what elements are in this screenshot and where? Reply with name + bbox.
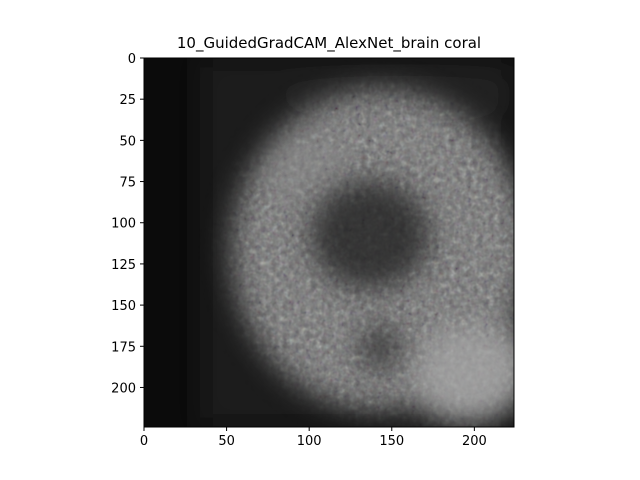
y-tick-label: 0 [128,52,136,67]
x-tick-label: 150 [379,434,404,449]
y-tick-label: 100 [111,217,136,232]
y-tick-label: 175 [111,340,136,355]
y-axis: 0 25 50 75 100 125 150 175 200 [111,52,144,396]
y-tick-label: 75 [119,176,136,191]
axes-frame [143,57,515,428]
y-tick-label: 50 [119,134,136,149]
x-tick-label: 200 [462,434,487,449]
chart-title: 10_GuidedGradCAM_AlexNet_brain coral [177,34,481,53]
x-tick-label: 50 [218,434,235,449]
y-tick-label: 150 [111,299,136,314]
y-tick-label: 125 [111,258,136,273]
heatmap-image [144,58,514,427]
y-tick-label: 25 [119,93,136,108]
x-tick-label: 0 [140,434,148,449]
y-tick-label: 200 [111,381,136,396]
x-tick-label: 100 [297,434,322,449]
x-axis: 0 50 100 150 200 [140,427,487,449]
